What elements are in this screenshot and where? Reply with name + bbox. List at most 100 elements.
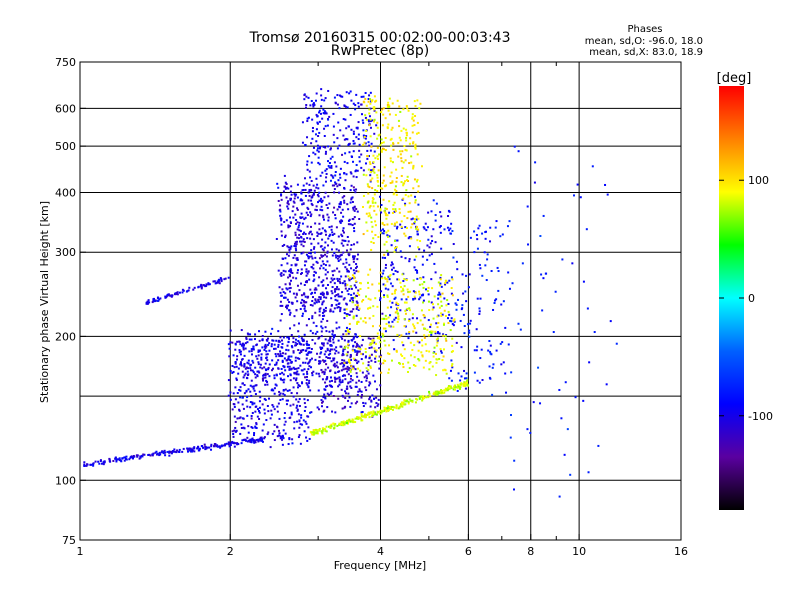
- data-point: [229, 398, 232, 401]
- data-point: [390, 171, 393, 174]
- data-point: [256, 408, 259, 411]
- data-point: [296, 236, 299, 239]
- data-point: [271, 403, 274, 406]
- data-point: [346, 385, 349, 388]
- data-point: [335, 165, 338, 168]
- data-point: [303, 398, 306, 401]
- data-point: [335, 294, 338, 297]
- colorbar-tick-label: 100: [748, 174, 769, 187]
- data-point: [401, 355, 404, 358]
- data-point: [353, 277, 356, 280]
- data-point: [558, 388, 561, 391]
- data-point: [229, 341, 232, 344]
- data-point: [456, 386, 459, 389]
- data-point: [314, 358, 317, 361]
- data-point: [407, 291, 410, 294]
- data-point: [560, 417, 563, 420]
- data-point: [411, 400, 414, 403]
- data-point: [379, 299, 382, 302]
- data-point: [320, 405, 323, 408]
- data-point: [439, 282, 442, 285]
- data-point: [459, 384, 462, 387]
- data-point: [342, 374, 345, 377]
- data-point: [344, 266, 347, 269]
- data-point: [306, 120, 309, 123]
- data-point: [325, 287, 328, 290]
- data-point: [392, 266, 395, 269]
- data-point: [404, 325, 407, 328]
- data-point: [395, 177, 398, 180]
- data-point: [279, 352, 282, 355]
- data-point: [386, 294, 389, 297]
- data-point: [358, 416, 361, 419]
- data-point: [436, 391, 439, 394]
- data-point: [391, 292, 394, 295]
- data-point: [305, 340, 308, 343]
- data-point: [319, 360, 322, 363]
- data-point: [435, 358, 438, 361]
- data-point: [331, 155, 334, 158]
- data-point: [399, 139, 402, 142]
- data-point: [329, 281, 332, 284]
- data-point: [288, 417, 291, 420]
- data-point: [360, 300, 363, 303]
- data-point: [233, 366, 236, 369]
- data-point: [255, 422, 258, 425]
- data-point: [510, 414, 513, 417]
- data-point: [295, 373, 298, 376]
- data-point: [366, 377, 369, 380]
- data-point: [388, 113, 391, 116]
- data-point: [380, 354, 383, 357]
- data-point: [388, 105, 391, 108]
- data-point: [357, 270, 360, 273]
- data-point: [368, 186, 371, 189]
- data-point: [342, 333, 345, 336]
- data-point: [324, 429, 327, 432]
- data-point: [387, 275, 390, 278]
- data-point: [260, 438, 263, 441]
- data-point: [391, 212, 394, 215]
- data-point: [313, 291, 316, 294]
- data-point: [245, 366, 248, 369]
- data-point: [258, 371, 261, 374]
- data-point: [348, 418, 351, 421]
- data-point: [348, 358, 351, 361]
- data-point: [295, 193, 298, 196]
- data-point: [291, 301, 294, 304]
- data-point: [448, 279, 451, 282]
- data-point: [350, 287, 353, 290]
- data-point: [357, 121, 360, 124]
- data-point: [400, 286, 403, 289]
- data-point: [343, 364, 346, 367]
- data-point: [318, 362, 321, 365]
- data-point: [333, 161, 336, 164]
- data-point: [275, 384, 278, 387]
- data-point: [372, 237, 375, 240]
- y-tick-label: 100: [55, 474, 76, 487]
- data-point: [387, 405, 390, 408]
- data-point: [354, 333, 357, 336]
- data-point: [331, 330, 334, 333]
- data-point: [393, 239, 396, 242]
- data-point: [281, 359, 284, 362]
- data-point: [342, 350, 345, 353]
- data-point: [374, 349, 377, 352]
- data-point: [385, 322, 388, 325]
- data-point: [360, 419, 363, 422]
- data-point: [433, 295, 436, 298]
- data-point: [393, 188, 396, 191]
- data-point: [436, 315, 439, 318]
- data-point: [400, 255, 403, 258]
- data-point: [347, 392, 350, 395]
- data-point: [358, 345, 361, 348]
- data-point: [313, 288, 316, 291]
- data-point: [348, 369, 351, 372]
- data-point: [253, 389, 256, 392]
- data-point: [344, 374, 347, 377]
- data-point: [386, 214, 389, 217]
- data-point: [376, 174, 379, 177]
- data-point: [317, 161, 320, 164]
- data-point: [408, 398, 411, 401]
- data-point: [292, 256, 295, 259]
- data-point: [540, 273, 543, 276]
